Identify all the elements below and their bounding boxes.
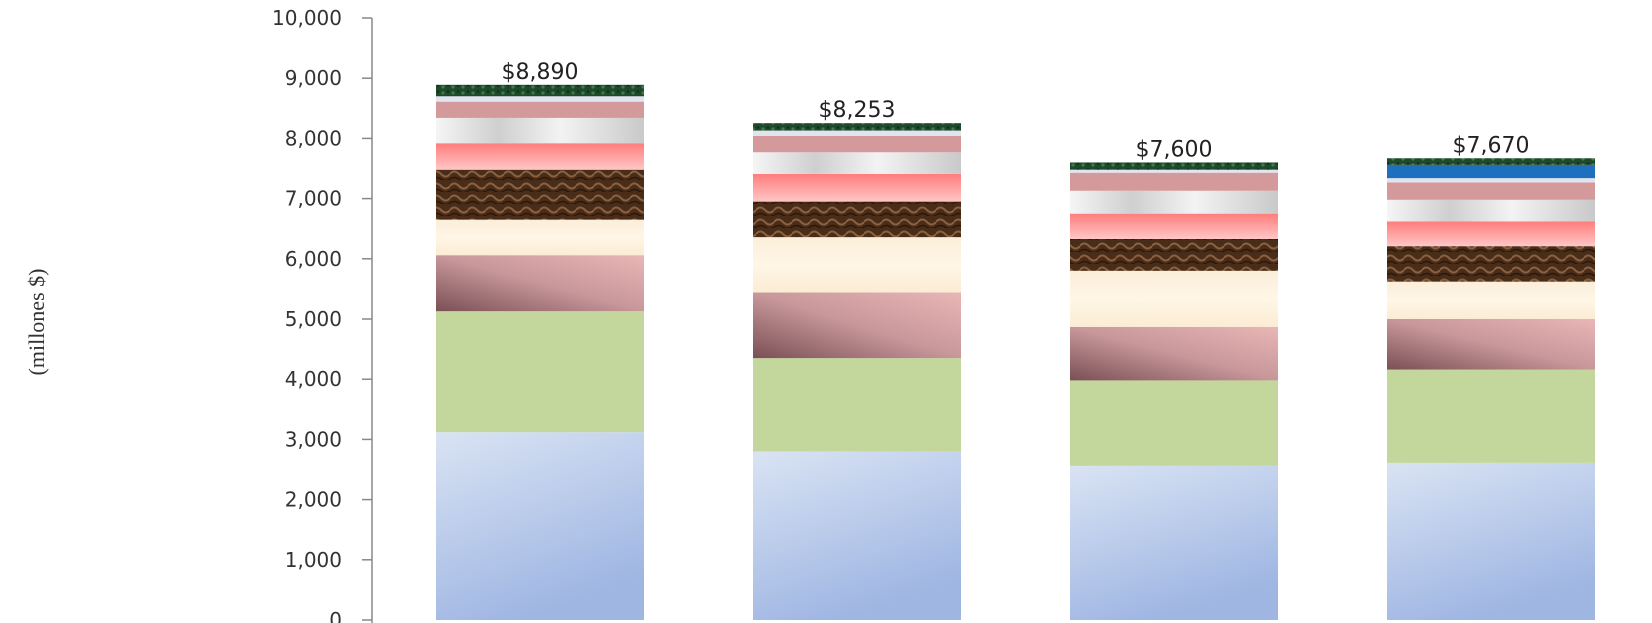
- bar-segment: [436, 84, 644, 97]
- bar-segment: [436, 169, 644, 220]
- bar-segment: [1070, 213, 1278, 239]
- y-tick-label: 1,000: [285, 548, 342, 572]
- y-axis-title: (millones $): [24, 269, 49, 376]
- bar-segment: [1387, 221, 1595, 247]
- bar-segment: [753, 130, 961, 136]
- bar-total-label: $7,600: [1136, 137, 1213, 162]
- bar-segment: [436, 143, 644, 170]
- bar-segment: [1070, 169, 1278, 173]
- bar-segment: [436, 255, 644, 312]
- bar-segment: [1387, 164, 1595, 179]
- bar-segment: [1387, 369, 1595, 463]
- bar-segment: [753, 201, 961, 238]
- bar-segment: [436, 311, 644, 433]
- bar-segment: [1387, 246, 1595, 282]
- bar-segment: [1070, 380, 1278, 466]
- bar-segment: [1070, 172, 1278, 191]
- bar-segment: [436, 96, 644, 102]
- y-tick-label: 10,000: [272, 6, 342, 30]
- y-tick-label: 7,000: [285, 187, 342, 211]
- bar-segment: [1387, 158, 1595, 165]
- bar-segment: [1387, 462, 1595, 620]
- bar-segment: [1387, 182, 1595, 200]
- bar-total-label: $8,253: [819, 98, 896, 123]
- y-tick-label: 3,000: [285, 427, 342, 451]
- y-tick-label: 6,000: [285, 247, 342, 271]
- bar-segment: [1387, 281, 1595, 319]
- y-tick-label: 4,000: [285, 367, 342, 391]
- bar-segment: [436, 117, 644, 144]
- bar-segment: [1387, 319, 1595, 370]
- plot-area: 0 1,000 2,000 3,000 4,000 5,000 6,000 7,000 8,00…: [272, 6, 1595, 623]
- bar-segment: [753, 123, 961, 131]
- y-tick-label: 5,000: [285, 307, 342, 331]
- y-tick-label: 8,000: [285, 126, 342, 150]
- bar-segment: [1070, 465, 1278, 620]
- bar-stacks: [436, 84, 1595, 620]
- bar-segment: [1070, 238, 1278, 271]
- bar-segment: [1387, 199, 1595, 222]
- bar-segment: [1070, 162, 1278, 170]
- bar-segment: [753, 237, 961, 293]
- y-axis-ticks: 0 1,000 2,000 3,000 4,000 5,000 6,000 7,000 8,00…: [272, 6, 372, 623]
- bar-segment: [753, 173, 961, 202]
- y-tick-label: 0: [329, 608, 342, 623]
- bar-segment: [436, 432, 644, 620]
- y-tick-label: 9,000: [285, 66, 342, 90]
- bar-segment: [1070, 326, 1278, 381]
- y-tick-label: 2,000: [285, 488, 342, 512]
- bar-segment: [753, 292, 961, 359]
- bar-segment: [436, 101, 644, 118]
- bar-segment: [753, 152, 961, 174]
- bar-segment: [1070, 190, 1278, 214]
- bar-segment: [753, 358, 961, 452]
- bar-segment: [1387, 178, 1595, 183]
- bar-total-label: $7,670: [1453, 133, 1530, 158]
- bar-segment: [436, 219, 644, 256]
- total-labels: $8,890 $8,253 $7,600 $7,670: [502, 60, 1530, 163]
- bar-segment: [1070, 270, 1278, 327]
- bar-segment: [753, 451, 961, 620]
- bar-total-label: $8,890: [502, 60, 579, 85]
- bar-segment: [753, 135, 961, 153]
